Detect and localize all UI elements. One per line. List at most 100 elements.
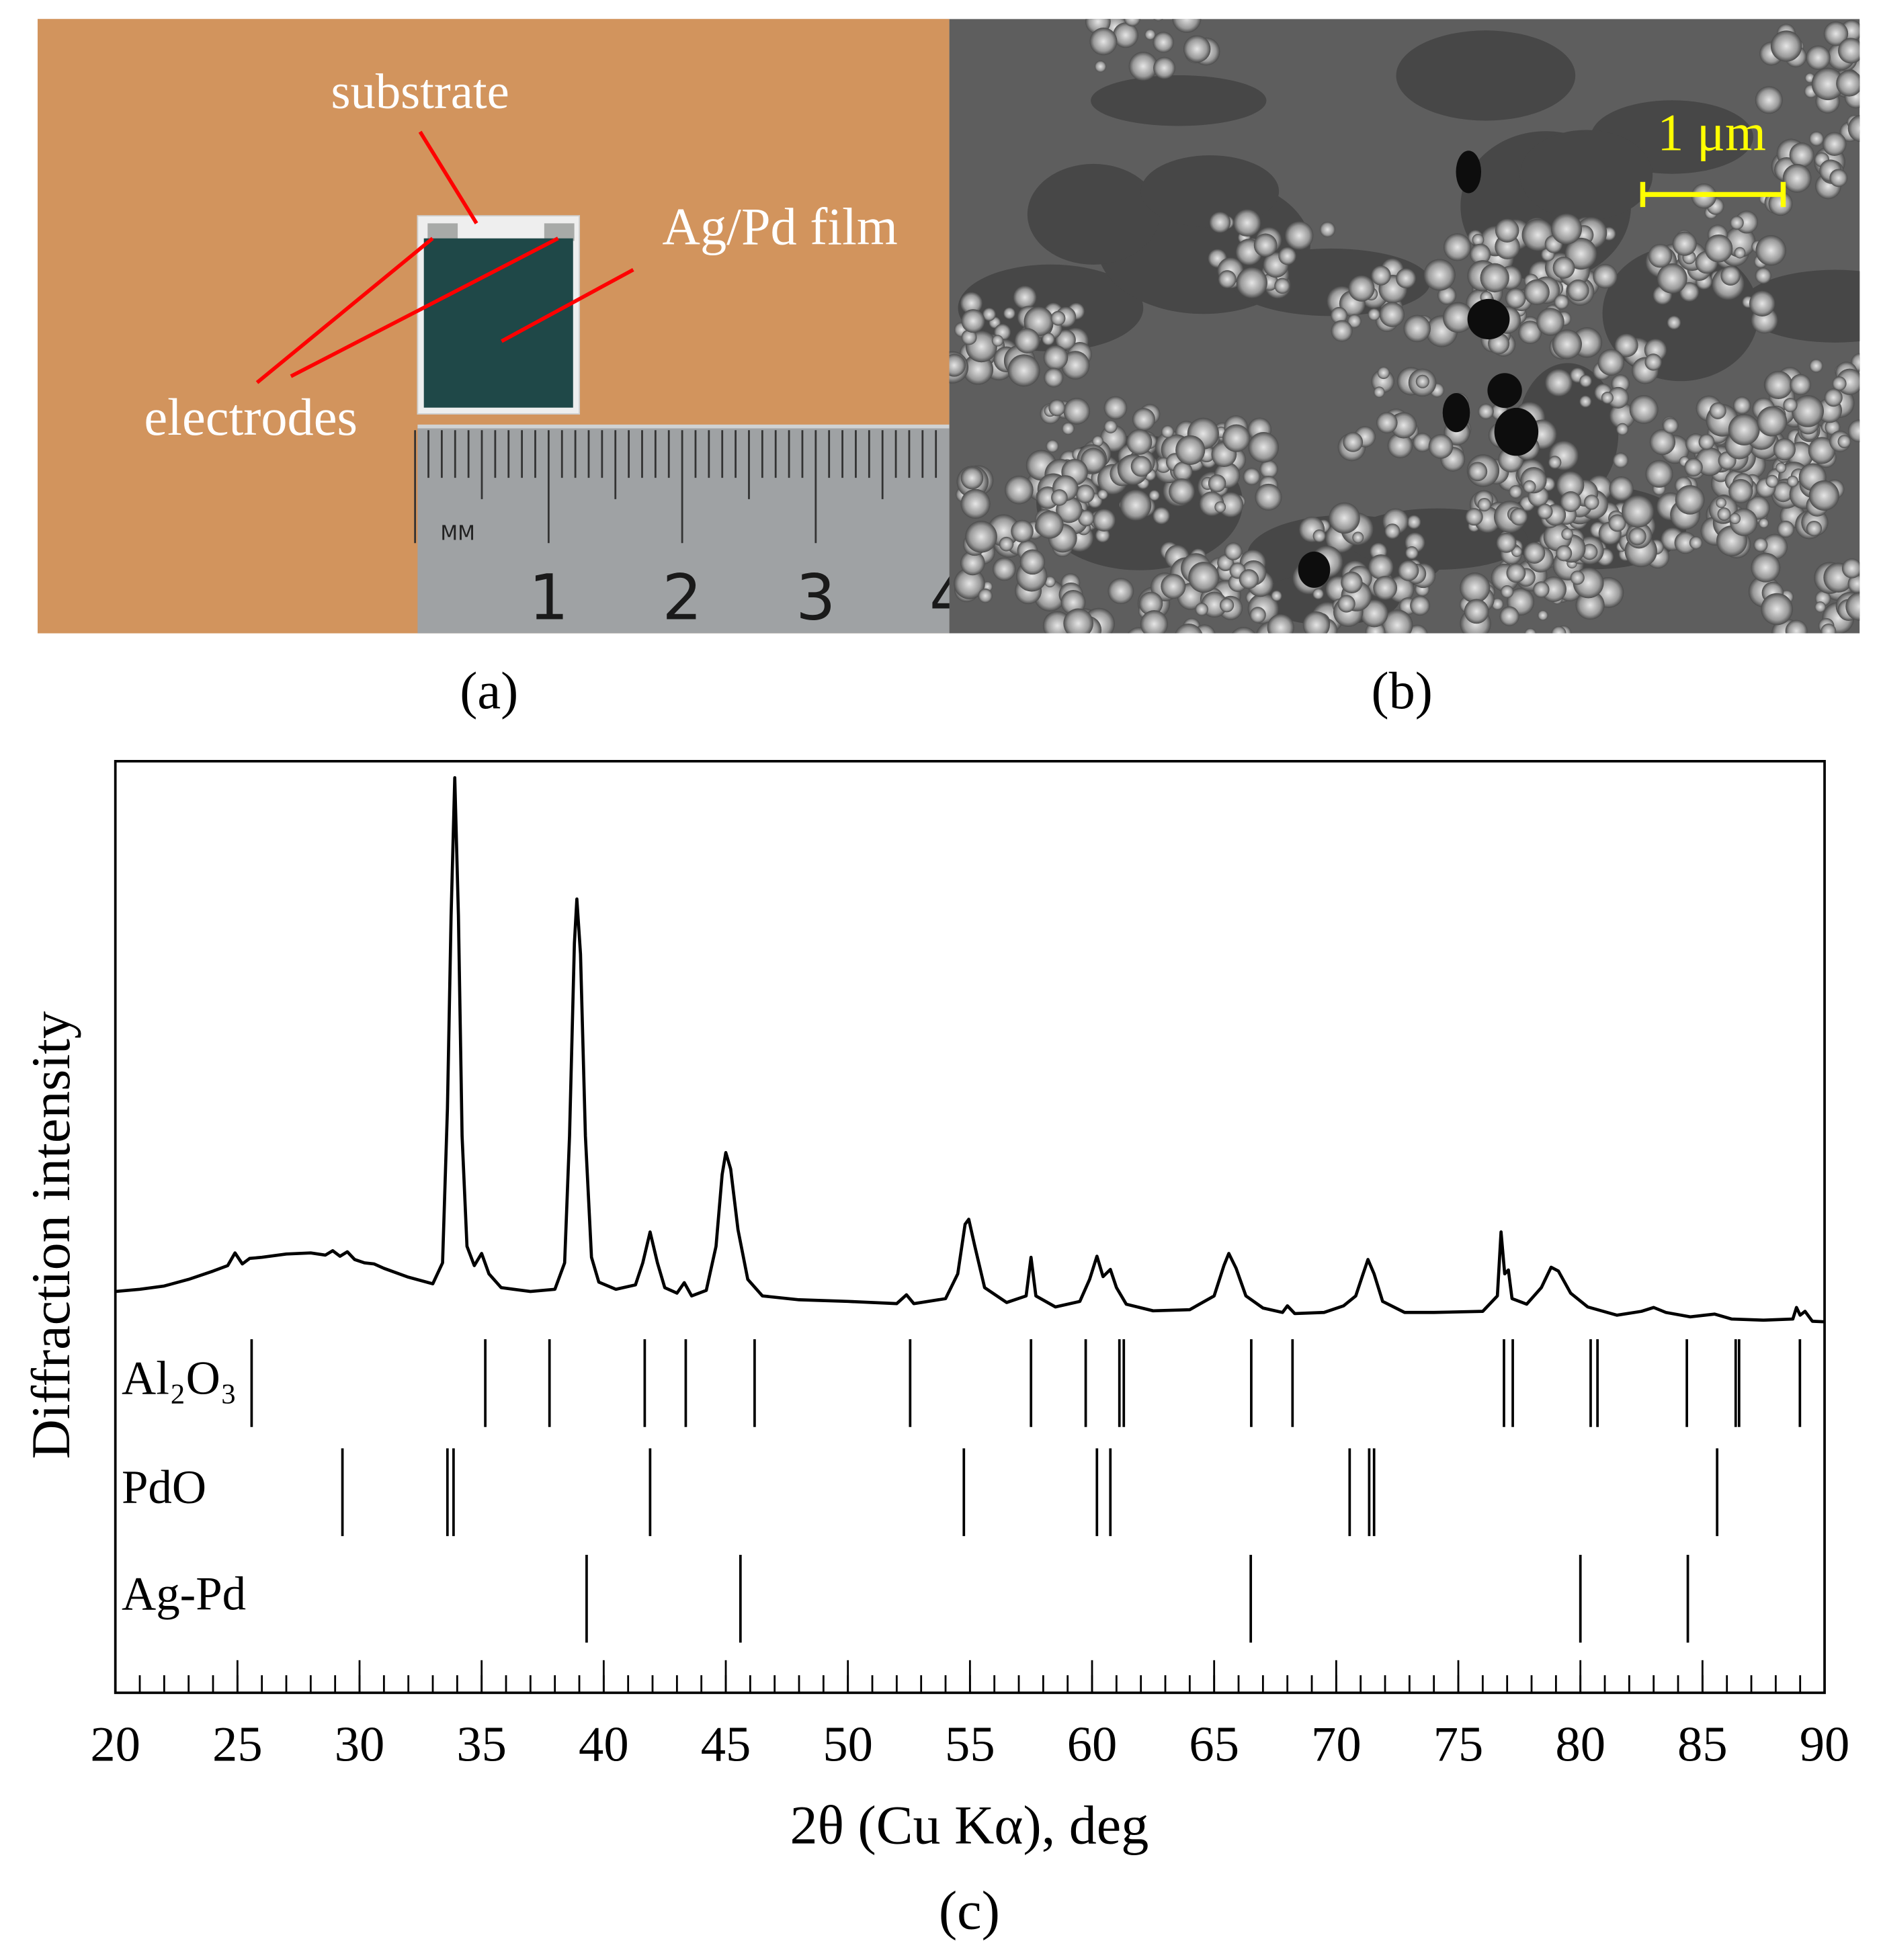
sem-grain [1382, 609, 1413, 634]
sem-grain [1477, 498, 1491, 512]
sem-grain [1231, 626, 1256, 634]
sem-grain [1836, 70, 1860, 97]
sem-grain [1063, 608, 1093, 634]
scale-bar-label: 1 μm [1657, 103, 1766, 161]
sem-grain [1616, 423, 1629, 435]
sem-grain [1423, 259, 1456, 291]
sem-grain [1716, 497, 1726, 509]
sem-grain [1518, 321, 1542, 344]
sem-grain [1496, 532, 1517, 553]
sem-grain [1874, 61, 1881, 71]
sem-grain [1312, 588, 1324, 600]
x-tick-label: 40 [579, 1716, 629, 1772]
sem-grain [1657, 263, 1687, 294]
sem-grain [1510, 508, 1528, 525]
sem-grain [1704, 234, 1733, 263]
sem-grain [1614, 333, 1638, 357]
sem-grain [1078, 509, 1095, 527]
sem-grain [1233, 209, 1261, 237]
sem-grain [1036, 511, 1064, 539]
sem-grain [1550, 213, 1582, 245]
sem-grain [1862, 555, 1881, 585]
sem-grain [1460, 638, 1479, 658]
sem-grain [1610, 402, 1636, 429]
sem-grain [1062, 648, 1083, 669]
sem-grain [1689, 536, 1703, 550]
sem-grain [1538, 610, 1548, 621]
sem-grain [1506, 563, 1526, 583]
sem-grain [1187, 636, 1200, 648]
sem-grain [1785, 620, 1808, 634]
sem-grain [1554, 294, 1569, 310]
sem-grain [1847, 419, 1860, 443]
sem-grain [1548, 456, 1562, 469]
sem-grain [1684, 458, 1703, 477]
sem-grain [1253, 233, 1278, 257]
sem-grain [1498, 648, 1515, 665]
x-tick-label: 20 [90, 1716, 140, 1772]
sem-grain [1648, 243, 1673, 268]
sem-grain [1172, 19, 1202, 33]
sem-grain [1175, 435, 1206, 465]
sem-grain [1061, 351, 1090, 380]
pattern-label: Ag-Pd [122, 1568, 246, 1621]
sem-grain [1067, 642, 1078, 653]
sem-grain [1437, 286, 1457, 305]
sem-grain [1046, 439, 1059, 453]
sem-grain [999, 536, 1014, 552]
y-axis-label: Diffraction intensity [20, 1011, 81, 1459]
sem-grain [1055, 329, 1076, 350]
x-tick-label: 90 [1800, 1716, 1850, 1772]
sem-pore [1442, 393, 1470, 433]
x-tick-label: 35 [456, 1716, 507, 1772]
annotation: substrate [331, 64, 509, 120]
sem-grain [1732, 396, 1751, 415]
sem-grain [1148, 490, 1160, 501]
sem-grain [1051, 489, 1068, 506]
sem-grain [1552, 329, 1582, 359]
sem-grain [1675, 484, 1705, 515]
sem-grain [1043, 345, 1069, 370]
sem-grain [1153, 32, 1174, 53]
sem-grain [1222, 424, 1251, 452]
sem-grain [1560, 491, 1581, 513]
sem-grain [1499, 606, 1519, 626]
sem-grain [1368, 554, 1394, 580]
x-tick-label: 75 [1433, 1716, 1484, 1772]
pattern-label: PdO [122, 1461, 206, 1514]
sem-grain [1579, 395, 1592, 408]
sem-grain [1348, 275, 1375, 302]
sem-grain [1597, 349, 1625, 376]
sem-grain [1373, 576, 1398, 600]
sem-grain [1377, 366, 1390, 380]
sem-shadow [1140, 155, 1280, 228]
sem-grain [1645, 460, 1673, 488]
sem-grain [1823, 132, 1847, 157]
sem-grain [1267, 613, 1294, 634]
sem-grain [1153, 19, 1163, 22]
sem-grain [1428, 434, 1454, 459]
sem-grain [1013, 286, 1037, 309]
sem-grain [1036, 644, 1051, 660]
sem-shadow [1091, 75, 1267, 126]
sem-grain [1132, 408, 1155, 431]
sem-grain [1091, 651, 1107, 668]
sem-grain [1302, 611, 1330, 634]
sem-grain [1374, 386, 1385, 398]
sem-grain [1845, 592, 1860, 621]
sem-grain [1403, 314, 1431, 343]
sem-grain [983, 307, 996, 321]
sem-grain [1151, 3, 1166, 18]
sem-grain [1644, 353, 1662, 371]
sem-grain [1871, 173, 1881, 198]
sem-grain [1768, 191, 1793, 216]
sem-grain [1063, 398, 1091, 425]
sem-grain [1011, 519, 1034, 543]
sem-grain [1628, 527, 1646, 546]
sem-grain [1379, 302, 1405, 327]
sem-grain [960, 550, 985, 576]
sem-grain [1092, 652, 1110, 669]
annotation: Ag/Pd film [662, 197, 897, 255]
